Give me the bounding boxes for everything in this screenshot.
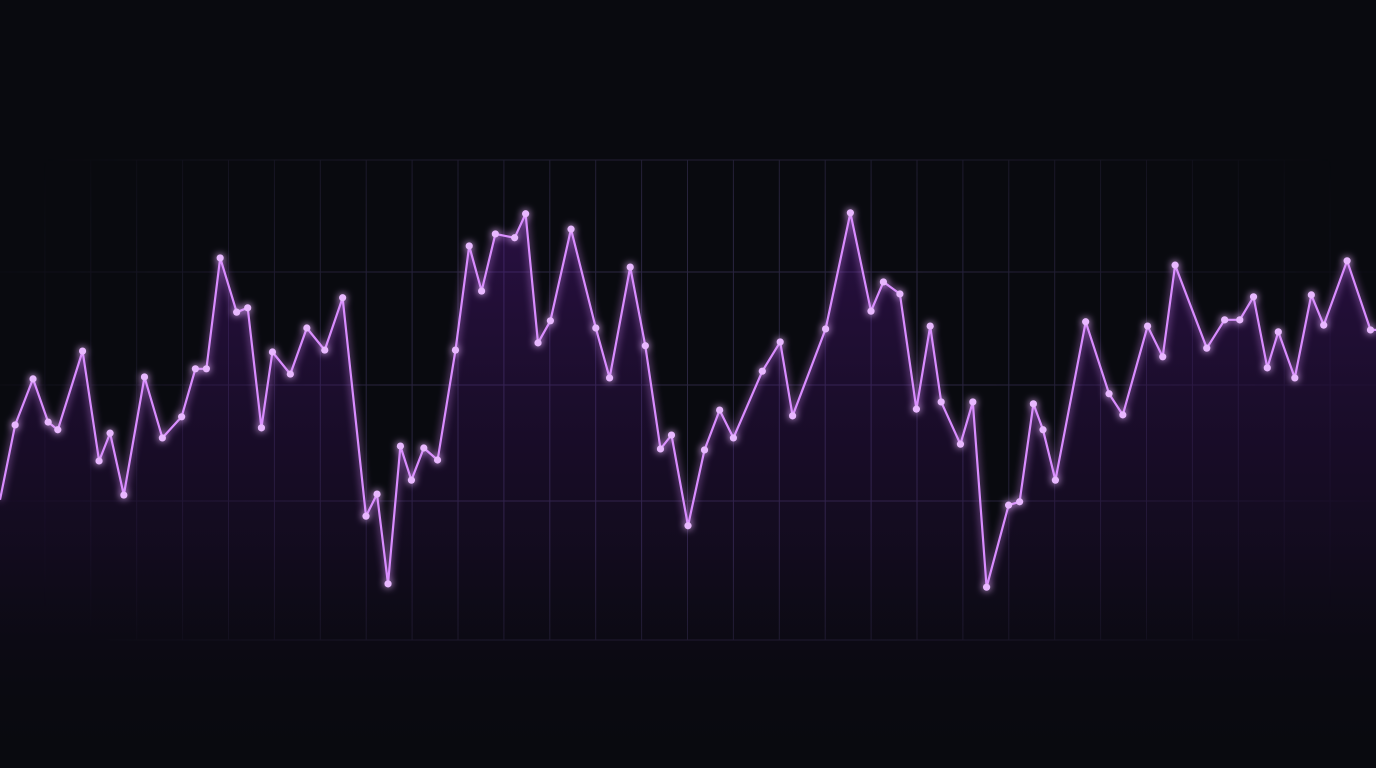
data-point	[1039, 426, 1047, 434]
data-point	[879, 278, 887, 286]
data-point	[1143, 322, 1152, 330]
data-point	[656, 445, 665, 453]
data-point	[1203, 344, 1211, 352]
data-point	[407, 476, 416, 484]
data-point	[1343, 257, 1351, 265]
data-point	[216, 254, 224, 262]
data-point	[491, 230, 499, 238]
data-point	[626, 263, 634, 271]
data-point	[684, 522, 692, 530]
data-point	[641, 342, 649, 350]
data-point	[1051, 476, 1059, 484]
data-point	[244, 304, 252, 312]
data-point	[592, 324, 600, 332]
data-point	[700, 446, 709, 454]
data-point	[969, 398, 977, 406]
data-point	[926, 322, 934, 330]
data-point	[1159, 353, 1167, 361]
data-point	[339, 294, 347, 302]
data-point	[140, 373, 149, 381]
data-point	[362, 512, 370, 520]
data-point	[1105, 390, 1113, 398]
data-point	[1263, 364, 1271, 372]
area-fill	[0, 212, 1376, 768]
data-point	[29, 375, 37, 383]
data-point	[54, 426, 62, 434]
data-point	[896, 290, 904, 298]
data-point	[1249, 293, 1258, 301]
data-point	[420, 444, 428, 452]
data-point	[321, 346, 329, 354]
data-point	[478, 287, 486, 295]
data-point	[1119, 411, 1127, 419]
data-point	[729, 434, 738, 442]
data-point	[433, 456, 442, 464]
data-point	[716, 406, 724, 414]
data-point	[11, 421, 19, 429]
data-point	[522, 210, 530, 218]
data-point	[384, 580, 392, 588]
data-point	[1171, 261, 1179, 269]
data-point	[120, 491, 128, 499]
data-point	[534, 339, 542, 347]
data-point	[982, 583, 991, 591]
data-point	[191, 365, 199, 373]
data-point	[822, 325, 830, 333]
data-point	[1221, 316, 1229, 324]
data-point	[1016, 498, 1024, 506]
data-point	[1029, 400, 1037, 408]
data-point	[1005, 501, 1013, 509]
series-line	[0, 211, 1376, 589]
data-point	[44, 418, 52, 426]
data-point	[788, 412, 797, 420]
data-point	[178, 413, 186, 421]
data-point	[912, 405, 921, 413]
data-point	[1274, 328, 1282, 336]
data-point	[303, 324, 311, 332]
data-point	[1291, 374, 1299, 382]
data-point	[605, 374, 614, 382]
data-point	[511, 234, 519, 242]
data-point	[95, 457, 103, 465]
data-point	[286, 370, 294, 378]
data-point	[465, 242, 473, 250]
data-point	[106, 429, 114, 437]
data-point	[233, 308, 241, 316]
data-point	[396, 442, 405, 450]
data-point	[867, 307, 875, 315]
data-point	[567, 225, 575, 233]
data-point	[776, 338, 784, 346]
data-point	[956, 440, 965, 448]
data-points	[11, 209, 1375, 591]
data-point	[268, 348, 277, 356]
data-point	[667, 431, 676, 439]
data-point	[1320, 321, 1328, 329]
data-point	[937, 398, 945, 406]
data-point	[373, 490, 381, 498]
data-point	[758, 367, 766, 375]
data-point	[451, 346, 460, 354]
data-point	[158, 434, 166, 442]
data-point	[1236, 316, 1244, 324]
data-point	[846, 209, 854, 217]
data-point	[78, 347, 87, 355]
data-point	[1082, 318, 1090, 326]
data-point	[202, 365, 210, 373]
data-point	[546, 317, 555, 325]
data-point	[257, 424, 266, 432]
data-point	[1366, 326, 1375, 334]
data-point	[1307, 291, 1315, 299]
